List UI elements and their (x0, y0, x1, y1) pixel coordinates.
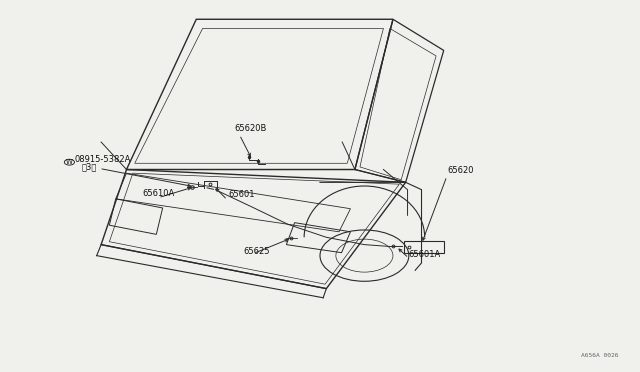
Text: W: W (66, 159, 73, 165)
Text: 65601: 65601 (228, 190, 255, 199)
Text: 65620B: 65620B (234, 124, 267, 133)
Text: 65601A: 65601A (409, 250, 441, 259)
Text: 65620: 65620 (447, 166, 474, 175)
Text: 〈3〉: 〈3〉 (82, 162, 97, 171)
Text: 65625: 65625 (244, 247, 270, 256)
Text: A656A 0026: A656A 0026 (580, 353, 618, 358)
Text: 65610A: 65610A (142, 189, 175, 198)
Text: 08915-5382A: 08915-5382A (74, 155, 131, 164)
